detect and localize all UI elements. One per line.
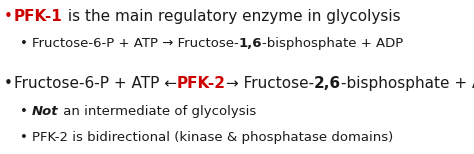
Text: 2,6: 2,6 bbox=[314, 76, 341, 91]
Text: Fructose-6-P + ATP ←: Fructose-6-P + ATP ← bbox=[14, 76, 177, 91]
Text: •: • bbox=[20, 105, 28, 118]
Text: an intermediate of glycolysis: an intermediate of glycolysis bbox=[59, 105, 256, 118]
Text: 1,6: 1,6 bbox=[239, 37, 262, 50]
Text: -bisphosphate + ADP: -bisphosphate + ADP bbox=[262, 37, 403, 50]
Text: -bisphosphate + ADP: -bisphosphate + ADP bbox=[341, 76, 474, 91]
Text: → Fructose-: → Fructose- bbox=[226, 76, 314, 91]
Text: PFK-2: PFK-2 bbox=[177, 76, 226, 91]
Text: Not: Not bbox=[32, 105, 59, 118]
Text: •: • bbox=[4, 76, 13, 91]
Text: •: • bbox=[4, 9, 13, 24]
Text: •: • bbox=[20, 37, 28, 50]
Text: Fructose-6-P + ATP → Fructose-: Fructose-6-P + ATP → Fructose- bbox=[32, 37, 239, 50]
Text: •: • bbox=[20, 131, 28, 144]
Text: is the main regulatory enzyme in glycolysis: is the main regulatory enzyme in glycoly… bbox=[63, 9, 401, 24]
Text: PFK-2 is bidirectional (kinase & phosphatase domains): PFK-2 is bidirectional (kinase & phospha… bbox=[32, 131, 393, 144]
Text: PFK-1: PFK-1 bbox=[14, 9, 63, 24]
